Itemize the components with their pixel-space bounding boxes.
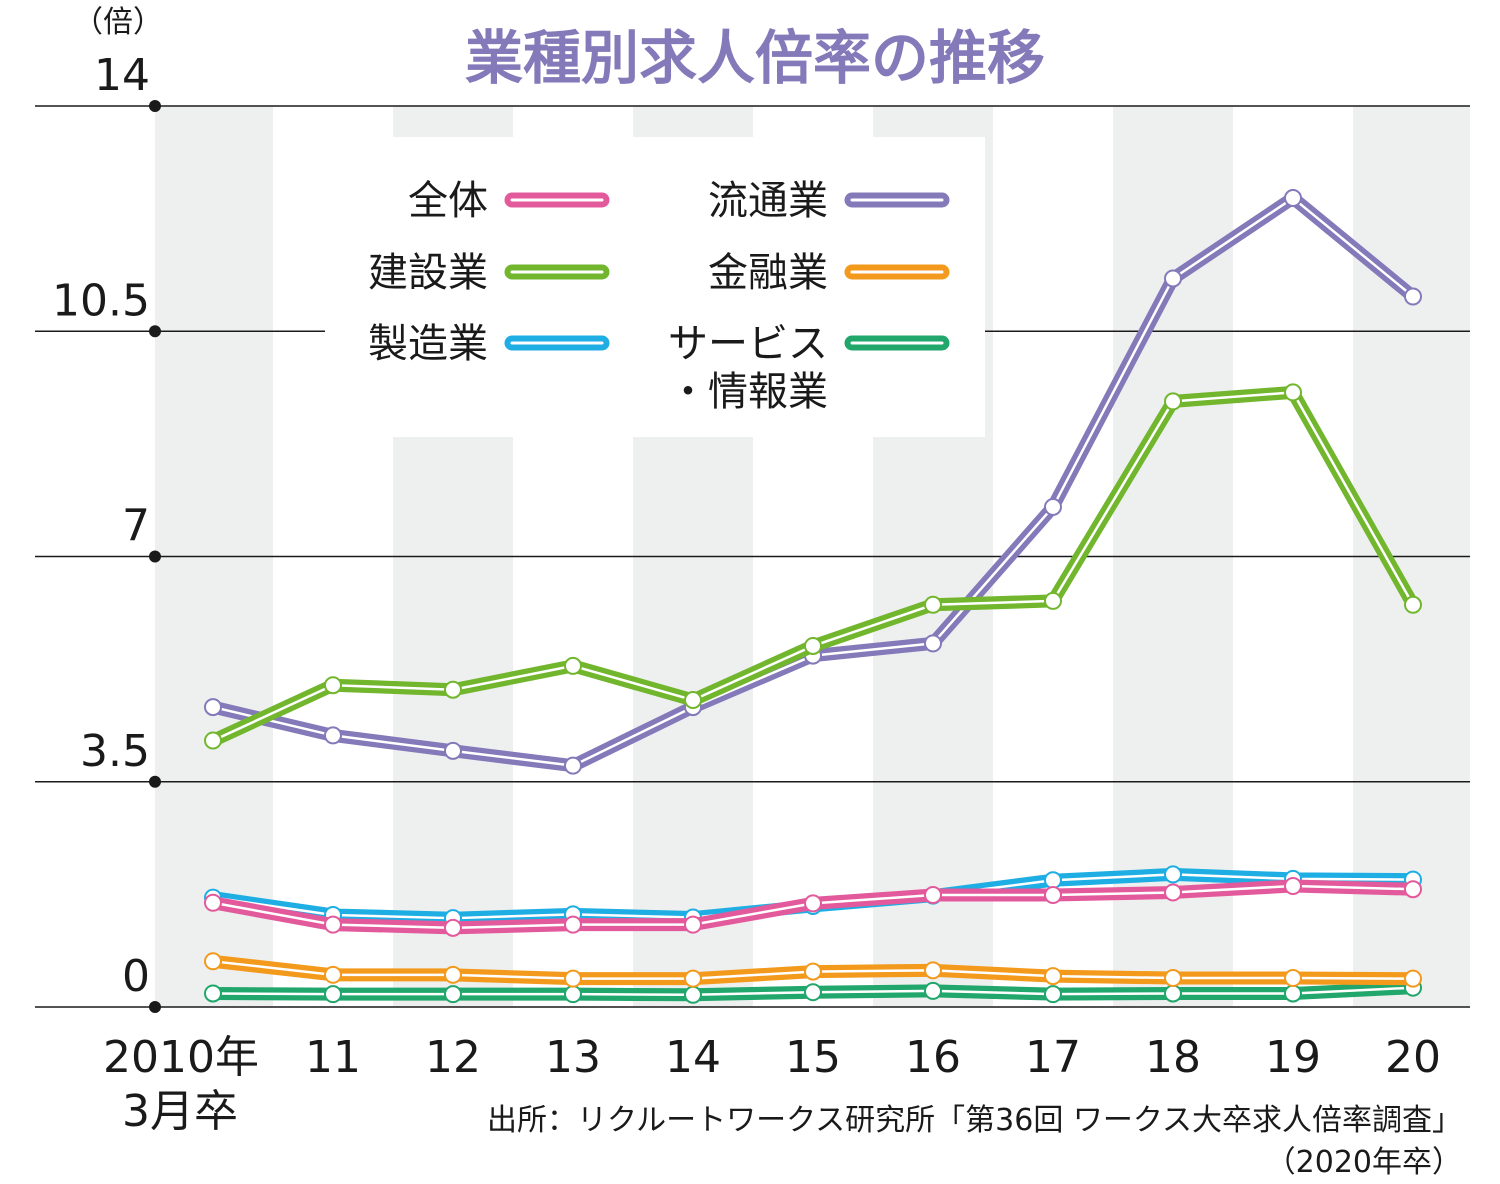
data-point bbox=[804, 894, 822, 913]
gridline-dot bbox=[149, 775, 161, 788]
legend-label: 流通業 bbox=[708, 178, 828, 224]
data-point bbox=[1404, 880, 1422, 899]
y-tick-label: 3.5 bbox=[80, 726, 150, 777]
data-point bbox=[204, 893, 222, 912]
source-line-2: （2020年卒） bbox=[1266, 1145, 1462, 1180]
data-point bbox=[1164, 392, 1182, 411]
data-point bbox=[444, 741, 462, 760]
data-point bbox=[1404, 969, 1422, 988]
data-point bbox=[684, 985, 702, 1004]
data-point bbox=[924, 961, 942, 980]
legend-label: 製造業 bbox=[368, 321, 488, 367]
gridline-dot bbox=[149, 100, 161, 112]
x-tick-label: 20 bbox=[1385, 1032, 1441, 1083]
data-point bbox=[1044, 985, 1062, 1004]
y-unit-label: （倍） bbox=[73, 5, 163, 40]
data-point bbox=[1284, 189, 1302, 208]
x-tick-label: 17 bbox=[1025, 1032, 1081, 1083]
data-point bbox=[444, 965, 462, 984]
legend-background bbox=[325, 137, 985, 437]
legend-label: ・情報業 bbox=[668, 369, 828, 415]
gridline-dot bbox=[149, 1001, 161, 1013]
data-point bbox=[684, 915, 702, 934]
data-point bbox=[684, 969, 702, 988]
x-tick-sublabel: 3月卒 bbox=[122, 1086, 238, 1137]
data-point bbox=[1164, 883, 1182, 902]
series-5 bbox=[204, 952, 1422, 988]
data-point bbox=[324, 915, 342, 934]
data-point bbox=[1044, 886, 1062, 905]
data-point bbox=[1284, 969, 1302, 988]
y-tick-label: 10.5 bbox=[52, 275, 150, 326]
data-point bbox=[324, 676, 342, 695]
data-point bbox=[204, 698, 222, 717]
data-point bbox=[444, 918, 462, 937]
series-layer bbox=[204, 189, 1422, 1004]
legend-label: 全体 bbox=[408, 178, 488, 224]
axis-ticks: 0 3.5 7 10.5 14 2010年 11 12 13 14 15 16 17 18 19 20 3月卒 bbox=[52, 50, 1441, 1137]
data-point bbox=[1044, 967, 1062, 986]
legend-label: 金融業 bbox=[708, 250, 828, 296]
data-point bbox=[204, 984, 222, 1003]
data-point bbox=[1164, 865, 1182, 884]
gridlines bbox=[35, 100, 1470, 1013]
y-tick-label: 7 bbox=[122, 501, 150, 552]
data-point bbox=[1284, 984, 1302, 1003]
data-point bbox=[444, 985, 462, 1004]
data-point bbox=[1284, 877, 1302, 896]
chart-title: 業種別求人倍率の推移 bbox=[465, 24, 1045, 92]
data-point bbox=[1284, 383, 1302, 402]
legend-label: 建設業 bbox=[368, 250, 488, 296]
y-tick-label: 0 bbox=[122, 951, 150, 1002]
x-tick-label: 11 bbox=[305, 1032, 361, 1083]
data-point bbox=[564, 969, 582, 988]
x-tick-label: 13 bbox=[545, 1032, 601, 1083]
x-tick-label: 14 bbox=[665, 1032, 721, 1083]
gridline-dot bbox=[149, 325, 161, 338]
data-point bbox=[1164, 969, 1182, 988]
x-tick-label: 16 bbox=[905, 1032, 961, 1083]
x-tick-label: 12 bbox=[425, 1032, 481, 1083]
data-point bbox=[924, 595, 942, 614]
data-point bbox=[564, 915, 582, 934]
data-point bbox=[444, 680, 462, 699]
series-1 bbox=[204, 189, 1422, 775]
data-point bbox=[684, 691, 702, 710]
data-point bbox=[324, 726, 342, 745]
data-point bbox=[1044, 497, 1062, 516]
gridline-dot bbox=[149, 550, 161, 563]
data-point bbox=[1164, 269, 1182, 288]
x-tick-label: 18 bbox=[1145, 1032, 1201, 1083]
data-point bbox=[924, 634, 942, 653]
data-point bbox=[324, 985, 342, 1004]
data-point bbox=[204, 731, 222, 750]
data-point bbox=[1044, 871, 1062, 890]
x-tick-label: 15 bbox=[785, 1032, 841, 1083]
legend-label: サービス bbox=[668, 321, 828, 367]
y-tick-label: 14 bbox=[94, 50, 150, 101]
data-point bbox=[564, 756, 582, 775]
series-4 bbox=[204, 877, 1422, 937]
data-point bbox=[564, 985, 582, 1004]
source-line-1: 出所：リクルートワークス研究所「第36回 ワークス大卒求人倍率調査」 bbox=[487, 1103, 1462, 1138]
data-point bbox=[1044, 591, 1062, 610]
data-point bbox=[924, 886, 942, 905]
data-point bbox=[804, 983, 822, 1002]
data-point bbox=[324, 965, 342, 984]
data-point bbox=[1164, 984, 1182, 1003]
x-tick-label: 2010年 bbox=[103, 1032, 259, 1083]
data-point bbox=[1404, 287, 1422, 306]
series-2 bbox=[204, 383, 1422, 750]
data-point bbox=[924, 981, 942, 1000]
x-tick-label: 19 bbox=[1265, 1032, 1321, 1083]
data-point bbox=[1404, 595, 1422, 614]
series-6 bbox=[204, 978, 1422, 1004]
data-point bbox=[204, 952, 222, 971]
data-point bbox=[804, 962, 822, 981]
data-point bbox=[804, 636, 822, 655]
data-point bbox=[564, 656, 582, 675]
